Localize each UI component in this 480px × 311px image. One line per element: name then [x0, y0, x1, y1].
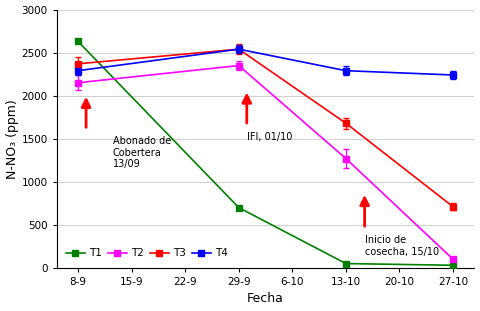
Line: T1: T1: [75, 39, 456, 268]
Y-axis label: N-NO₃ (ppm): N-NO₃ (ppm): [6, 99, 19, 179]
Text: Abonado de
Cobertera
13/09: Abonado de Cobertera 13/09: [113, 136, 171, 169]
T1: [450, 263, 456, 267]
T1: [75, 39, 81, 43]
T1: [236, 206, 241, 209]
T1: [343, 262, 349, 265]
Text: IFI, 01/10: IFI, 01/10: [247, 132, 292, 142]
X-axis label: Fecha: Fecha: [247, 292, 284, 305]
Text: Inicio de
cosecha, 15/10: Inicio de cosecha, 15/10: [365, 235, 439, 257]
Legend: T1, T2, T3, T4: T1, T2, T3, T4: [62, 244, 232, 263]
